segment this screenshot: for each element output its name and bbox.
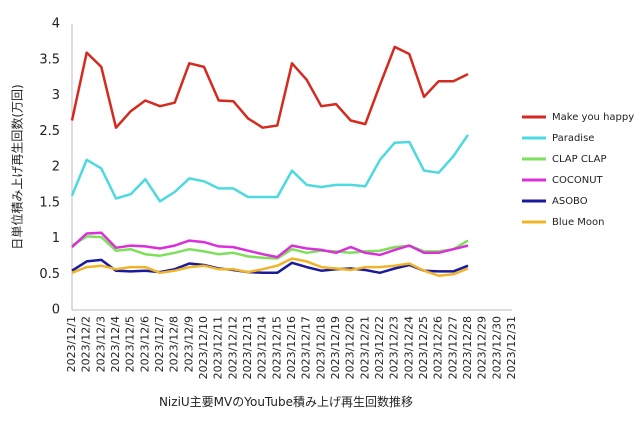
series-line <box>71 257 469 277</box>
x-tick-label: 2023/12/27 <box>446 316 459 379</box>
x-tick-label: 2023/12/5 <box>124 316 137 372</box>
legend-label: Paradise <box>552 133 594 144</box>
x-tick-label: 2023/12/22 <box>373 316 386 379</box>
legend-label: ASOBO <box>552 196 588 207</box>
x-tick-label: 2023/12/28 <box>461 316 474 379</box>
y-tick-label: 0 <box>52 303 60 318</box>
x-tick-label: 2023/12/23 <box>388 316 401 379</box>
legend-label: Blue Moon <box>552 217 605 228</box>
x-tick-label: 2023/12/26 <box>432 316 445 379</box>
x-tick-label: 2023/12/14 <box>256 316 269 379</box>
x-tick-label: 2023/12/2 <box>80 316 93 372</box>
x-tick-label: 2023/12/1 <box>65 316 78 372</box>
x-tick-label: 2023/12/15 <box>270 316 283 379</box>
x-tick-label: 2023/12/6 <box>138 316 151 372</box>
y-tick-label: 3 <box>52 88 60 103</box>
x-tick-label: 2023/12/17 <box>300 316 313 379</box>
x-tick-label: 2023/12/12 <box>226 316 239 379</box>
series-line <box>70 134 470 203</box>
x-tick-label: 2023/12/21 <box>358 316 371 379</box>
x-tick-label: 2023/12/25 <box>417 316 430 379</box>
y-tick-label: 4 <box>52 17 60 32</box>
x-tick-label: 2023/12/11 <box>212 316 225 379</box>
x-tick-label: 2023/12/9 <box>182 316 195 372</box>
x-tick-label: 2023/12/20 <box>344 316 357 379</box>
x-tick-label: 2023/12/31 <box>505 316 518 379</box>
x-tick-label: 2023/12/4 <box>109 316 122 372</box>
x-tick-label: 2023/12/8 <box>168 316 181 372</box>
y-tick-label: 0.5 <box>39 267 60 282</box>
y-tick-label: 2.5 <box>39 124 60 139</box>
legend-label: COCONUT <box>552 175 604 186</box>
y-tick-label: 1 <box>52 231 60 246</box>
y-tick-label: 3.5 <box>39 52 60 67</box>
series-line <box>71 231 469 259</box>
series-line <box>71 235 469 260</box>
x-tick-label: 2023/12/10 <box>197 316 210 379</box>
y-axis-label: 日単位積み上げ再生回数(万回) <box>10 84 25 249</box>
y-tick-label: 2 <box>52 160 60 175</box>
x-tick-label: 2023/12/30 <box>490 316 503 379</box>
x-tick-label: 2023/12/19 <box>329 316 342 379</box>
x-tick-label: 2023/12/24 <box>402 316 415 379</box>
y-tick-label: 1.5 <box>39 195 60 210</box>
x-tick-label: 2023/12/18 <box>314 316 327 379</box>
x-tick-label: 2023/12/29 <box>476 316 489 379</box>
series-line <box>70 45 469 129</box>
x-tick-label: 2023/12/13 <box>241 316 254 379</box>
chart-title: NiziU主要MVのYouTube積み上げ再生回数推移 <box>159 394 413 409</box>
series-line <box>71 258 469 275</box>
legend-label: Make you happy <box>552 112 634 123</box>
x-tick-label: 2023/12/16 <box>285 316 298 379</box>
x-tick-label: 2023/12/3 <box>94 316 107 372</box>
legend-label: CLAP CLAP <box>552 154 607 165</box>
x-tick-label: 2023/12/7 <box>153 316 166 372</box>
